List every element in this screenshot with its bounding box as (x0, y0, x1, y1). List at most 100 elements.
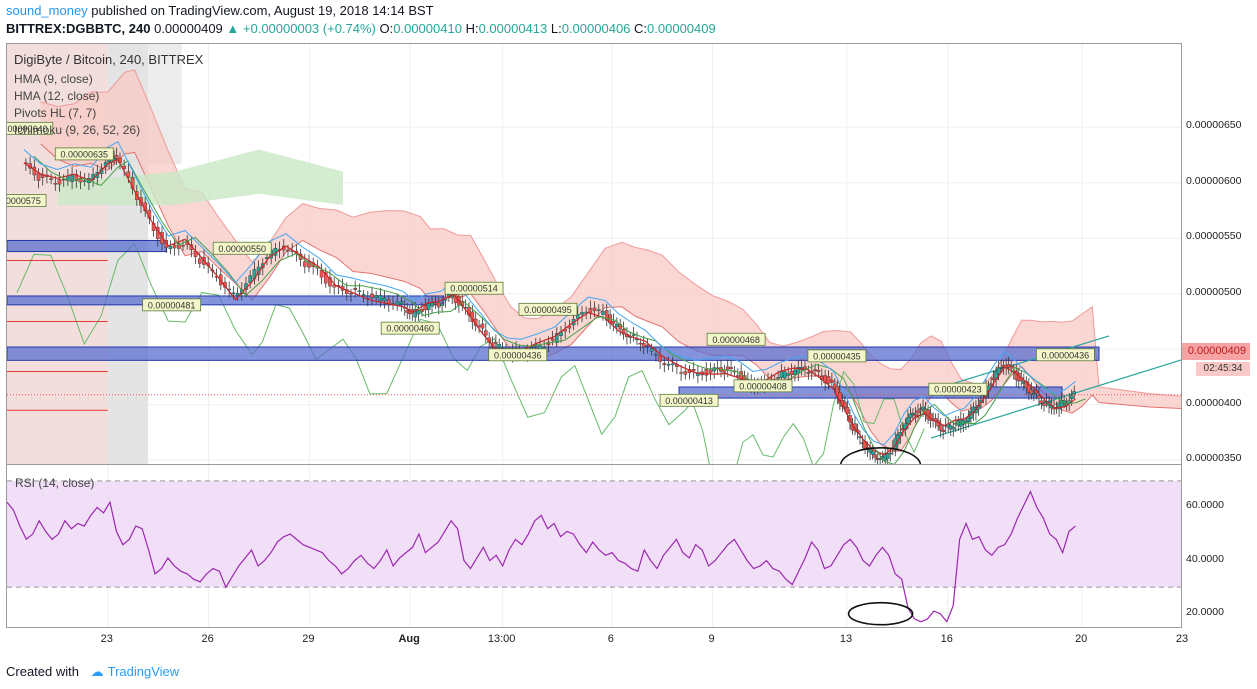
candle-body (725, 366, 730, 370)
pivot-label-14: 0.00000436 (1036, 348, 1095, 362)
rsi-chart-svg[interactable]: RSI (14, close) (6, 465, 1184, 627)
candle-body (382, 297, 387, 302)
candle-body (370, 293, 374, 298)
tradingview-logo-icon[interactable]: ☁ (90, 664, 104, 679)
rsi-pane[interactable]: RSI (14, close) (6, 464, 1184, 628)
last-price: 0.00000409 (154, 21, 223, 36)
pivot-label-3: 0.00000550 (212, 241, 272, 255)
candle-body (302, 261, 307, 267)
price-tick-4: 0.00000550 (1186, 230, 1242, 243)
time-tick-8: 16 (940, 633, 953, 645)
candle-body (679, 372, 683, 374)
low-value: 0.00000406 (561, 21, 631, 36)
candle-body (951, 427, 956, 430)
candle-body (36, 172, 41, 181)
legend-ichimoku[interactable]: Ichimoku (9, 26, 52, 26) (14, 123, 141, 137)
candle-body (357, 290, 362, 292)
channel-line-1 (930, 335, 1110, 391)
pivot-label-text: 0.00000436 (1042, 350, 1090, 360)
pivot-label-text: 0.00000423 (934, 385, 982, 395)
ichimoku-cloud (40, 69, 1257, 452)
pivot-label-12: 0.00000408 (733, 379, 793, 393)
legend-hma12[interactable]: HMA (12, close) (14, 89, 100, 103)
candle-body (235, 292, 240, 296)
candle-body (286, 249, 290, 252)
candle-body (575, 314, 580, 319)
candle-body (736, 375, 740, 377)
author-link[interactable]: sound_money (6, 3, 88, 18)
tradingview-brand-link[interactable]: TradingView (107, 664, 180, 679)
last-price-tag: 0.00000409 (1182, 343, 1250, 360)
pivot-label-box (212, 241, 272, 255)
pivot-label-box (0, 194, 47, 207)
rsi-tick-2: 60.0000 (1186, 499, 1224, 512)
candle-body (1069, 395, 1074, 400)
pivot-label-13: 0.00000423 (928, 382, 988, 396)
candle-body (344, 289, 349, 294)
price-axis[interactable]: 0.000003500.000004000.000004500.00000500… (1181, 43, 1257, 464)
rsi-title: RSI (14, close) (15, 476, 94, 490)
rsi-axis[interactable]: 20.0000 40.0000 60.0000 (1181, 464, 1257, 626)
candle-body (729, 367, 733, 369)
pivot-label-11: 0.00000413 (659, 393, 719, 407)
time-axis[interactable]: 23 26 29 Aug 13:00 6 9 13 16 20 23 (6, 627, 1188, 653)
candle-body (436, 302, 441, 308)
created-with-label: Created with (6, 664, 79, 679)
legend-hma9[interactable]: HMA (9, close) (14, 72, 93, 86)
price-chart-svg[interactable]: 0.00000640 0.00000635 0.00000575 0.00000550… (0, 44, 1257, 505)
candle-body (328, 277, 332, 287)
pivot-label-box (488, 348, 548, 362)
low-label: L: (550, 21, 562, 36)
candle-body (164, 240, 168, 248)
price-tick-5: 0.00000600 (1186, 174, 1242, 187)
rsi-line (6, 490, 1076, 623)
candle-body (430, 302, 434, 307)
time-tick-7: 13 (839, 633, 853, 645)
candle-body (426, 303, 431, 310)
candle-body (621, 328, 626, 335)
candle-body (349, 293, 353, 295)
candle-body (845, 407, 850, 414)
candle-body (1009, 365, 1014, 369)
legend-pivots[interactable]: Pivots HL (7, 7) (14, 106, 97, 120)
candle-body (57, 179, 62, 185)
pivot-label-text: 0.00000635 (60, 149, 108, 159)
open-value: 0.00000410 (393, 21, 462, 36)
candle-body (323, 272, 328, 284)
candle-body (966, 417, 971, 422)
candle-body (542, 346, 546, 348)
candle-body (399, 301, 404, 304)
candle-body (554, 333, 559, 343)
close-value: 0.00000409 (647, 21, 716, 36)
candle-body (1042, 403, 1046, 406)
candle-body (996, 367, 1001, 374)
time-tick-2: 29 (302, 633, 315, 645)
candle-body (168, 246, 173, 249)
price-tick-3: 0.00000500 (1186, 285, 1242, 298)
candle-body (1032, 392, 1036, 395)
time-tick-1: 26 (201, 633, 214, 645)
price-pane[interactable]: 0.00000640 0.00000635 0.00000575 0.00000550… (0, 43, 1257, 505)
pivot-label-2: 0.00000575 (0, 194, 47, 207)
candle-body (885, 453, 890, 459)
candle-body (78, 177, 83, 183)
candle-body (658, 355, 662, 362)
candle-body (830, 380, 834, 383)
pivot-label-box (928, 382, 988, 396)
pivot-label-text: 0.00000468 (712, 335, 760, 345)
publish-line: sound_money published on TradingView.com… (6, 3, 434, 18)
candle-body (181, 245, 185, 247)
candle-body (708, 369, 713, 373)
candle-body (654, 354, 658, 356)
ohlc-line: BITTREX:DGBBTC, 240 0.00000409 ▲ +0.0000… (6, 21, 716, 36)
candle-body (878, 458, 882, 460)
pivot-label-box (142, 298, 202, 312)
candle-body (783, 371, 787, 379)
candle-body (53, 182, 58, 185)
bar-timer-tag: 02:45:34 (1196, 362, 1250, 376)
candle-body (776, 377, 780, 379)
candle-body (1037, 395, 1041, 399)
time-tick-5: 6 (607, 633, 614, 645)
candle-body (580, 312, 584, 315)
candle-body (645, 344, 650, 347)
